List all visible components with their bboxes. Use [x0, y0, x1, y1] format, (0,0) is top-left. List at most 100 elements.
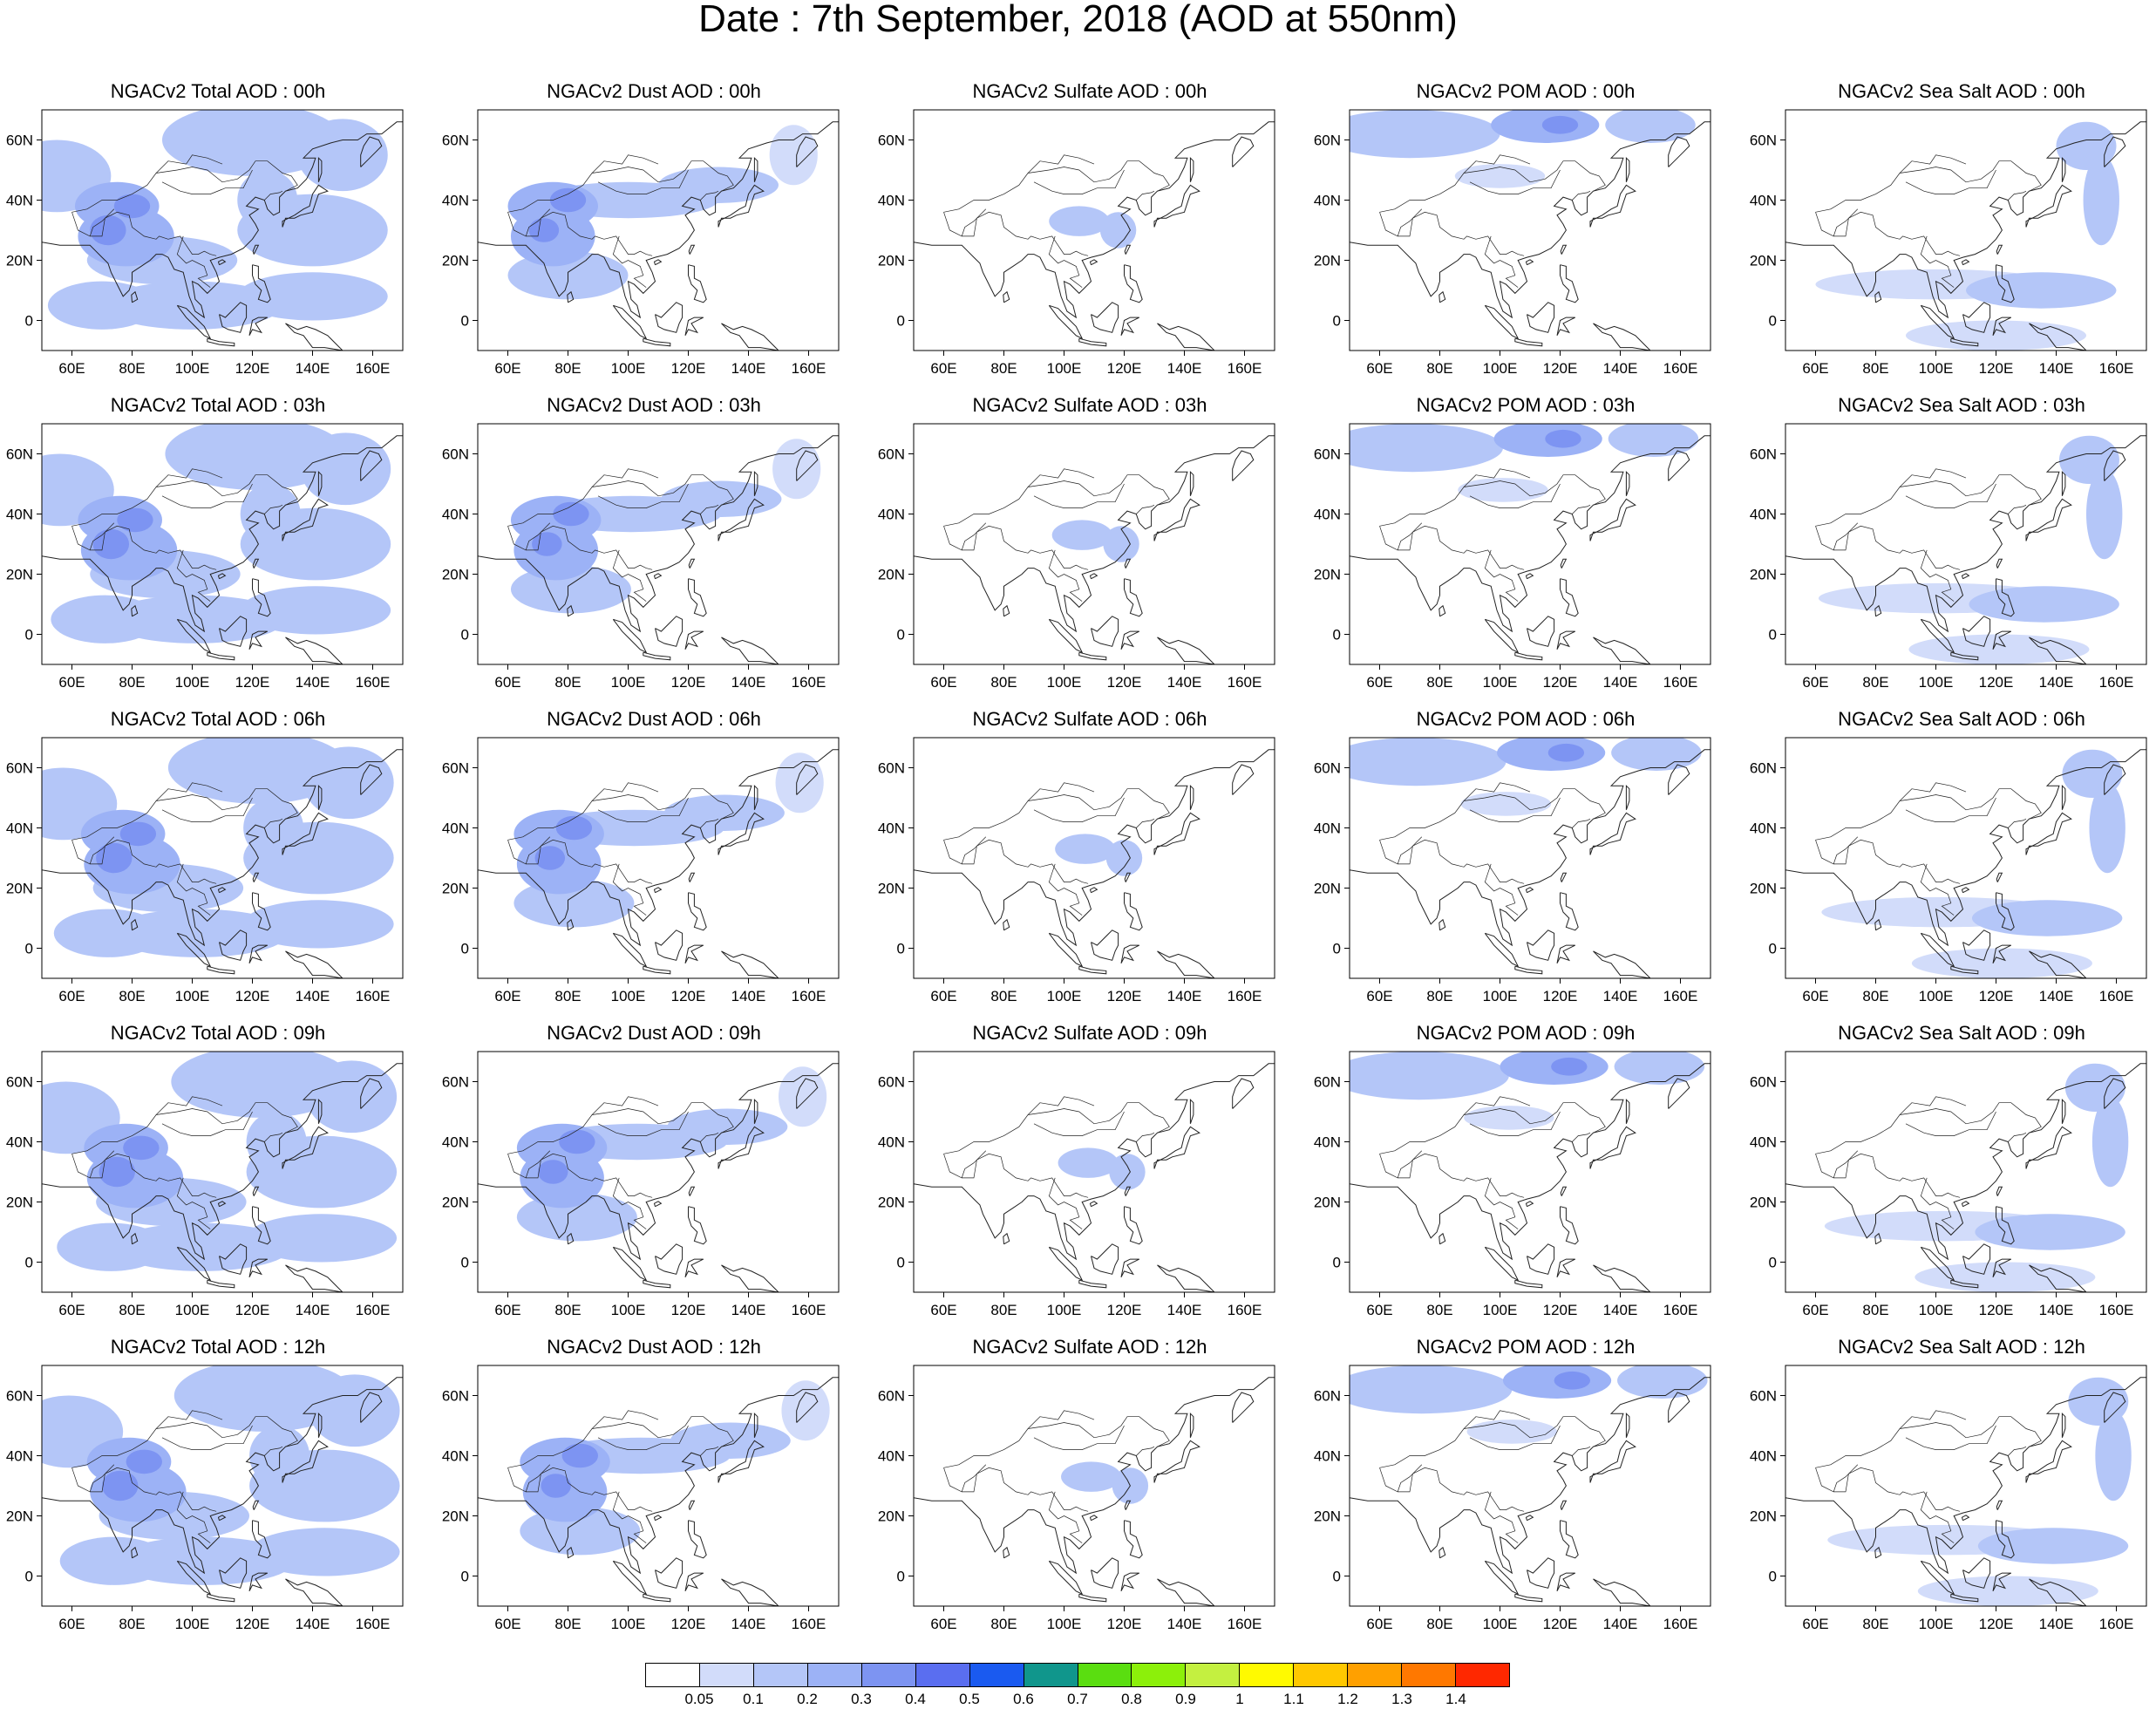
- lon-tick-label: 100E: [1047, 360, 1082, 377]
- plot-frame: [477, 109, 840, 351]
- aod-shading: [2089, 782, 2125, 874]
- coastline: [1961, 1515, 1970, 1522]
- plot-frame: [1785, 1051, 2147, 1293]
- country-border: [597, 797, 689, 822]
- map-panel: NGACv2 Sea Salt AOD : 09h 60E 80E 100E 120E 1…: [1744, 1022, 2156, 1336]
- country-border: [1920, 549, 1955, 602]
- coastline: [1153, 812, 1200, 855]
- colorbar-box: [1078, 1664, 1132, 1686]
- aod-shading: [528, 218, 560, 242]
- map-panel: NGACv2 Sea Salt AOD : 03h 60E 80E 100E 120E 1…: [1744, 394, 2156, 708]
- coastline: [567, 1232, 575, 1245]
- country-border: [71, 1416, 298, 1468]
- coastline: [2029, 950, 2087, 978]
- coastline: [1350, 121, 1711, 319]
- aod-shading: [555, 815, 593, 841]
- map-plot: 60E 80E 100E 120E 140E 160E 60N 40N 20N 0: [1750, 109, 2147, 377]
- coastline: [478, 435, 839, 633]
- map-plot: 60E 80E 100E 120E 140E 160E 60N 40N 20N 0: [6, 109, 404, 377]
- lat-tick-label: 20N: [878, 881, 905, 897]
- panel-title: NGACv2 Sulfate AOD : 06h: [972, 708, 1207, 730]
- country-border: [1379, 160, 1606, 213]
- coastline: [217, 573, 227, 580]
- colorbar-box: [1186, 1664, 1241, 1686]
- coastline: [1962, 1243, 1991, 1275]
- plot-frame: [41, 423, 404, 665]
- coastline: [796, 1392, 819, 1423]
- coastline: [360, 450, 383, 481]
- coastline: [1560, 1500, 1568, 1510]
- country-border: [1815, 474, 2042, 527]
- lat-tick-label: 40N: [6, 193, 33, 209]
- country-border: [161, 169, 253, 194]
- coastline: [1120, 944, 1140, 964]
- country-border: [71, 525, 217, 570]
- lon-tick-label: 60E: [930, 1302, 956, 1318]
- country-border: [1463, 1410, 1531, 1429]
- coastline: [248, 630, 269, 650]
- aod-shading: [1605, 110, 1696, 143]
- lon-tick-label: 100E: [175, 988, 210, 1004]
- lon-tick-label: 160E: [1663, 988, 1698, 1004]
- country-border: [591, 468, 659, 487]
- coastline: [248, 1572, 269, 1592]
- lon-tick-label: 140E: [2039, 674, 2074, 691]
- country-border: [161, 1425, 253, 1450]
- coastline: [282, 498, 329, 541]
- lon-tick-label: 60E: [1802, 360, 1828, 377]
- lon-tick-label: 120E: [235, 1302, 270, 1318]
- country-border: [591, 782, 659, 801]
- lat-tick-label: 60N: [878, 1388, 905, 1405]
- lat-tick-label: 20N: [878, 1195, 905, 1211]
- coastline: [796, 1078, 819, 1109]
- lon-tick-label: 60E: [58, 360, 85, 377]
- country-border: [1027, 1410, 1095, 1429]
- plot-frame: [477, 423, 840, 665]
- aod-shading: [1061, 1461, 1122, 1492]
- lat-tick-label: 60N: [442, 1074, 469, 1091]
- lon-tick-label: 140E: [1603, 988, 1638, 1004]
- aod-shading: [1554, 1371, 1590, 1390]
- map-panel: NGACv2 Total AOD : 09h 60E 80E 100E 120E 140E…: [0, 1022, 436, 1336]
- colorbar-label: 0.8: [1121, 1691, 1142, 1707]
- coastline: [2061, 784, 2066, 810]
- lat-tick-label: 0: [1333, 941, 1341, 957]
- aod-shading: [102, 1470, 139, 1501]
- lon-tick-label: 140E: [731, 360, 766, 377]
- lon-tick-label: 120E: [1107, 1302, 1142, 1318]
- coastline: [1992, 1572, 2012, 1592]
- map-plot: 60E 80E 100E 120E 140E 160E 60N 40N 20N 0: [1750, 1051, 2147, 1318]
- map-panel: NGACv2 Dust AOD : 09h 60E 80E 100E 120E 140E 1…: [436, 1022, 872, 1336]
- aod-shading: [1551, 1057, 1588, 1076]
- lat-tick-label: 60N: [1750, 760, 1777, 777]
- coastline: [1525, 259, 1534, 266]
- panel-title: NGACv2 Sulfate AOD : 00h: [972, 80, 1207, 102]
- lat-tick-label: 40N: [878, 193, 905, 209]
- colorbar-box: [969, 1664, 1024, 1686]
- country-border: [961, 1150, 987, 1179]
- colorbar-label: 0.1: [743, 1691, 764, 1707]
- aod-shading: [667, 1108, 788, 1145]
- country-border: [155, 468, 223, 487]
- coastline: [643, 1279, 671, 1289]
- country-border: [525, 522, 551, 551]
- country-border: [1815, 160, 2042, 213]
- country-border: [700, 1446, 719, 1456]
- lon-tick-label: 160E: [2099, 1302, 2134, 1318]
- country-border: [1397, 1464, 1423, 1493]
- lon-tick-label: 120E: [1979, 360, 2014, 377]
- coastline: [1920, 1560, 1955, 1596]
- lon-tick-label: 80E: [1862, 674, 1888, 691]
- lon-tick-label: 80E: [554, 360, 581, 377]
- lat-tick-label: 0: [25, 313, 33, 330]
- lon-tick-label: 60E: [930, 1616, 956, 1632]
- lon-tick-label: 160E: [1228, 988, 1262, 1004]
- coastline: [207, 1593, 235, 1603]
- lon-tick-label: 80E: [554, 1616, 581, 1632]
- lon-tick-label: 80E: [990, 1302, 1017, 1318]
- lon-tick-label: 80E: [1426, 988, 1452, 1004]
- coastline: [131, 918, 139, 931]
- plot-frame: [913, 423, 1275, 665]
- coastline: [1950, 1593, 1979, 1603]
- country-border: [507, 525, 653, 570]
